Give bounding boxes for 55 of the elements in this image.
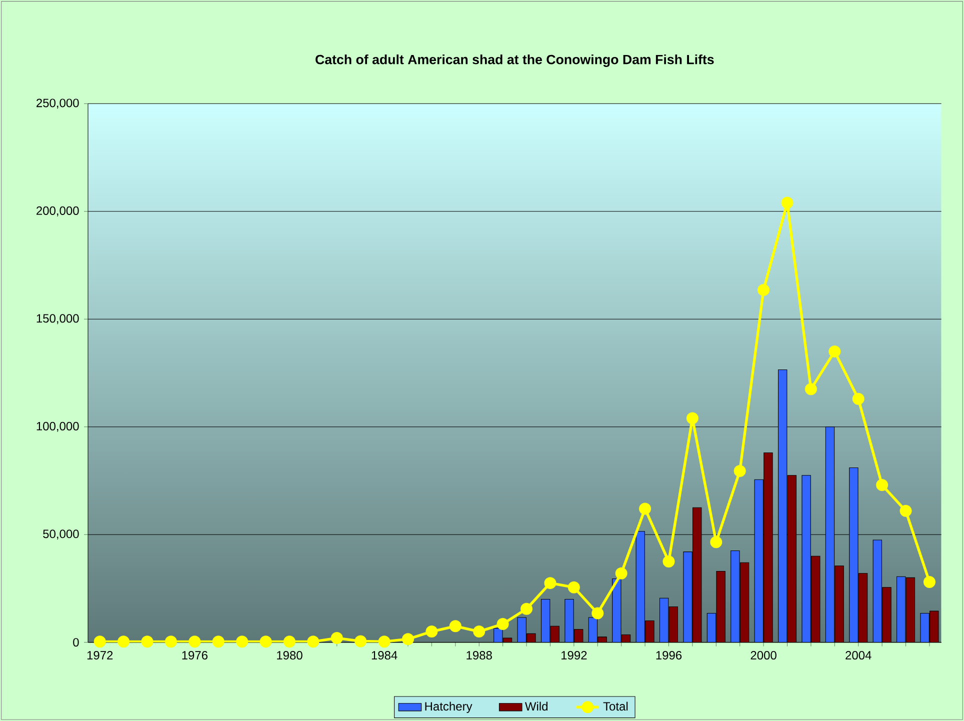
point (662, 556, 675, 568)
y-tick-label: 50,000 (43, 530, 79, 540)
point (260, 636, 272, 648)
point (520, 602, 533, 615)
point (734, 465, 746, 478)
point (758, 284, 770, 296)
point (852, 392, 864, 405)
point (710, 536, 722, 548)
point (188, 636, 201, 648)
point (639, 502, 652, 515)
y-tick-label: 100,000 (36, 422, 79, 432)
y-tick-label: 0 (73, 638, 79, 647)
point (118, 636, 130, 648)
point (592, 607, 604, 620)
point (307, 636, 320, 648)
x-tick-label: 2000 (750, 651, 776, 660)
point (283, 636, 296, 648)
point (212, 636, 224, 648)
x-tick-label: 1996 (656, 651, 682, 660)
point (236, 636, 248, 648)
point (568, 581, 580, 594)
y-tick-label: 150,000 (36, 314, 79, 324)
x-tick-label: 1984 (372, 651, 398, 660)
point (615, 567, 628, 580)
point (473, 626, 486, 638)
x-tick-label: 1988 (466, 651, 492, 660)
point (804, 383, 817, 396)
y-tick-label: 200,000 (36, 206, 79, 216)
point (164, 636, 177, 648)
point (94, 636, 106, 648)
point (496, 618, 509, 630)
point (141, 636, 154, 648)
x-tick-label: 1976 (182, 651, 208, 660)
x-tick-label: 1972 (87, 651, 113, 660)
point (402, 633, 414, 646)
point (426, 626, 438, 638)
point (686, 412, 698, 424)
point (876, 479, 888, 492)
point (900, 504, 912, 517)
y-tick-label: 250,000 (36, 98, 79, 109)
point (378, 636, 390, 648)
point (781, 196, 794, 209)
legend-label: Total (603, 702, 628, 711)
point (828, 345, 841, 358)
legend-label: Hatchery (425, 702, 472, 713)
chart-title: Catch of adult American shad at the Conowingo Dam Fish Lifts (316, 54, 714, 67)
point (449, 620, 462, 632)
x-tick-label: 1980 (277, 651, 302, 660)
x-tick-label: 2004 (846, 651, 872, 660)
point (923, 576, 936, 588)
legend-label: Wild (524, 702, 548, 711)
point (330, 632, 343, 644)
point (544, 577, 556, 590)
x-tick-label: 1992 (562, 651, 587, 660)
point (354, 635, 367, 648)
